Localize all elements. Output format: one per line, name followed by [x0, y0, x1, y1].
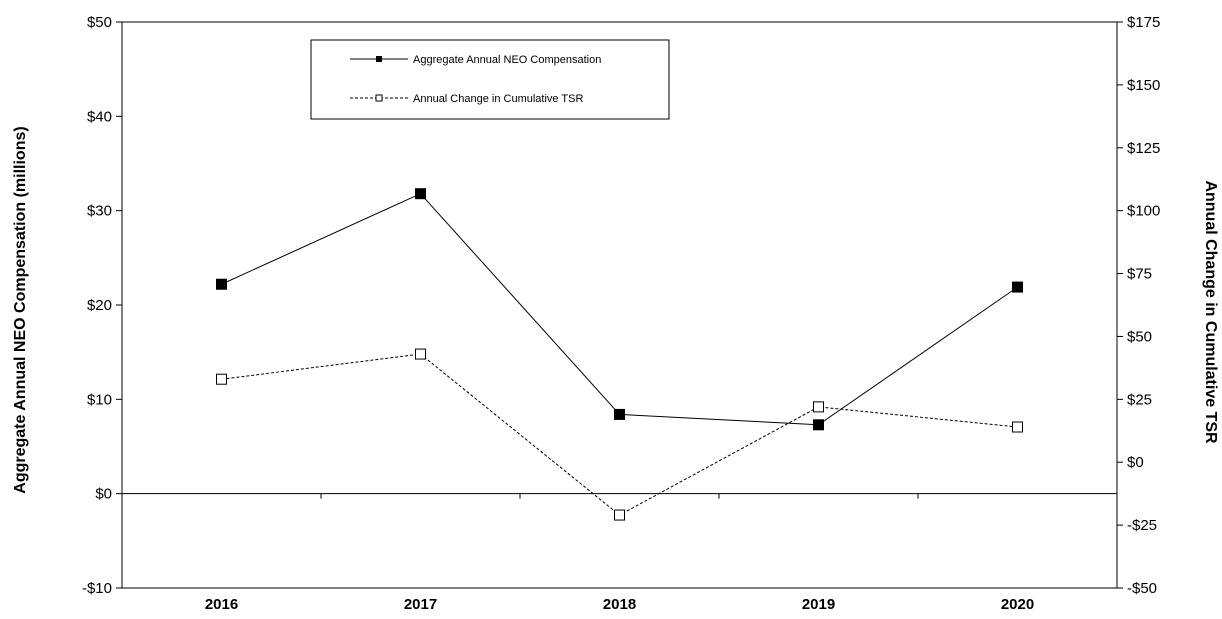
compensation-point: [614, 408, 625, 420]
tsr-series-line: [221, 353, 1018, 516]
tsr-point: [813, 401, 824, 413]
right-axis-tick-label: $0: [1127, 454, 1144, 471]
compensation-point: [813, 419, 824, 431]
right-axis-tick-label: $125: [1127, 140, 1160, 157]
right-axis-tick-label: $100: [1127, 203, 1160, 220]
x-axis-category-label: 2017: [404, 596, 437, 613]
right-axis-tick-label: $150: [1127, 77, 1160, 94]
left-axis-tick-label: $20: [87, 297, 112, 314]
right-axis-title: Annual Change in Cumulative TSR: [1202, 180, 1219, 444]
left-axis-tick-label: -$10: [82, 580, 112, 597]
x-axis-category-label: 2019: [802, 596, 835, 613]
legend-marker-compensation: [376, 56, 382, 62]
left-axis-tick-label: $50: [87, 14, 112, 31]
legend-label-tsr: Annual Change in Cumulative TSR: [413, 93, 583, 105]
x-axis-category-label: 2018: [603, 596, 636, 613]
left-axis: -$10 $0 $10 $20 $30 $40 $50: [82, 14, 122, 597]
tsr-point: [415, 348, 426, 360]
legend: Aggregate Annual NEO Compensation Annual…: [310, 39, 670, 120]
compensation-series-line: [221, 193, 1018, 426]
legend-marker-tsr: [375, 94, 383, 102]
compensation-point: [415, 188, 426, 200]
legend-label-compensation: Aggregate Annual NEO Compensation: [413, 54, 601, 66]
left-axis-tick-label: $0: [95, 486, 112, 503]
left-axis-title: Aggregate Annual NEO Compensation (milli…: [12, 126, 29, 493]
right-axis-tick-label: -$25: [1127, 517, 1157, 534]
right-axis-tick-label: $175: [1127, 14, 1160, 31]
right-axis-tick-label: $75: [1127, 266, 1152, 283]
right-axis-tick-label: $25: [1127, 391, 1152, 408]
left-axis-tick-label: $40: [87, 108, 112, 125]
compensation-point: [1012, 281, 1023, 293]
legend-box: [310, 39, 670, 120]
tsr-point: [1012, 421, 1023, 433]
tsr-point: [614, 509, 625, 521]
right-axis-tick-label: $50: [1127, 328, 1152, 345]
compensation-point: [216, 278, 227, 290]
x-axis: 2016 2017 2018 2019 2020: [205, 493, 1034, 613]
left-axis-tick-label: $10: [87, 391, 112, 408]
right-axis-tick-label: -$50: [1127, 580, 1157, 597]
left-axis-tick-label: $30: [87, 203, 112, 220]
x-axis-category-label: 2020: [1001, 596, 1034, 613]
right-axis: -$50 -$25 $0 $25 $50 $75 $100 $125 $150 $175: [1117, 14, 1160, 597]
tsr-point: [216, 373, 227, 385]
series-layer: [216, 188, 1023, 521]
x-axis-category-label: 2016: [205, 596, 238, 613]
